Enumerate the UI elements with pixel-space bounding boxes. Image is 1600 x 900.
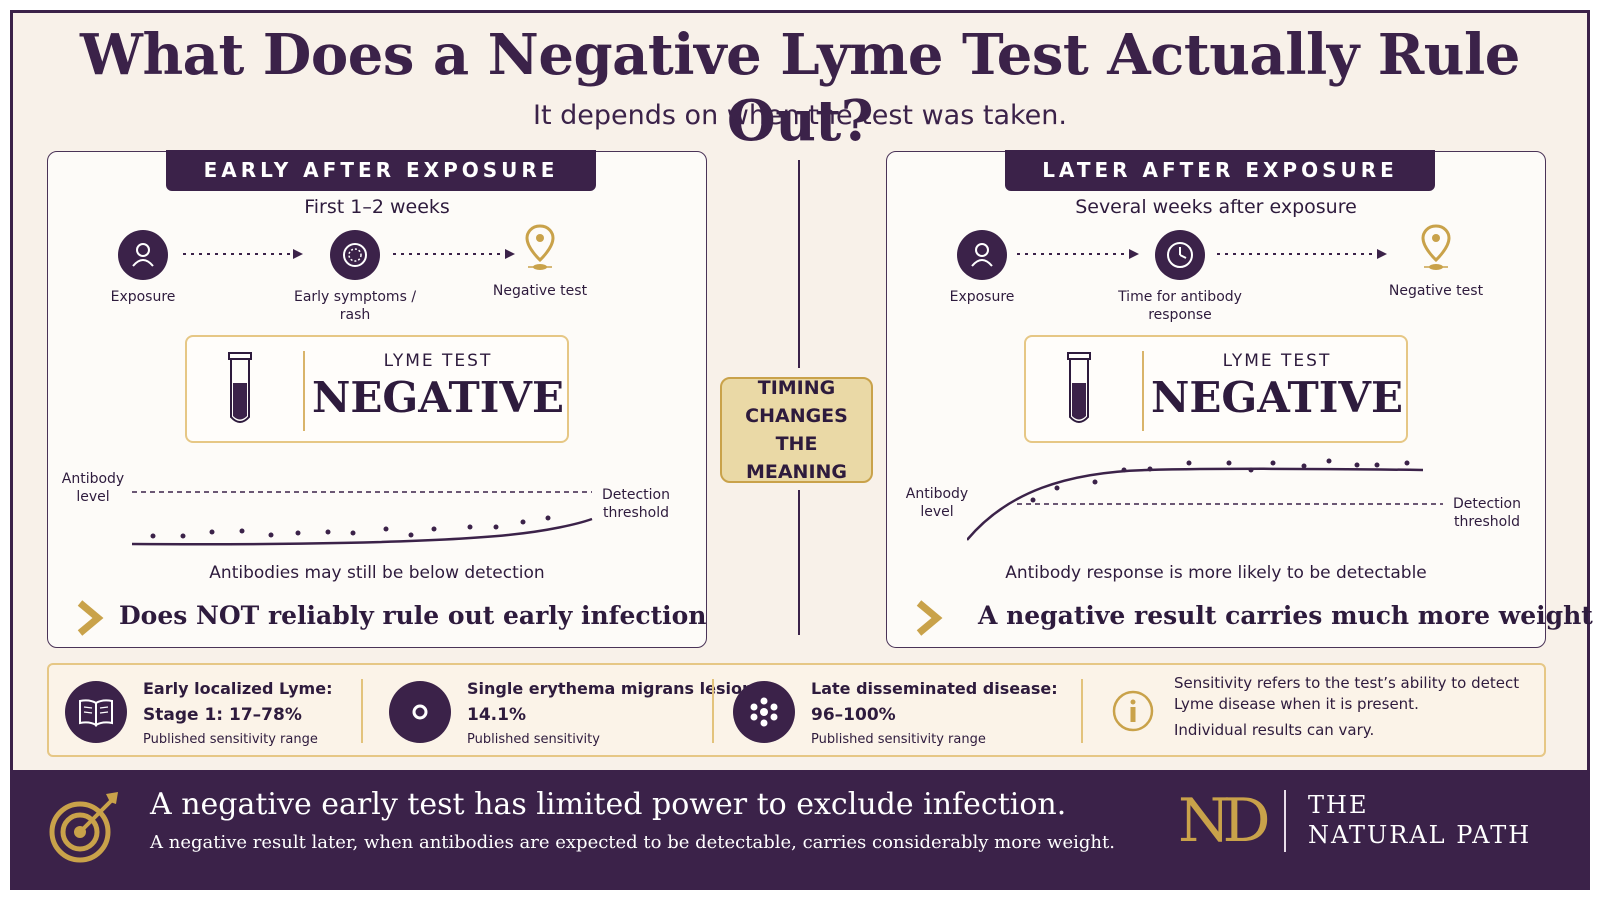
brand-name: THE NATURAL PATH xyxy=(1308,790,1531,850)
chart-y-label: Antibody level xyxy=(61,471,125,505)
step-negative-test: Negative test xyxy=(485,224,595,300)
brand-logo-mark: ND xyxy=(1178,786,1271,856)
step-negative-test: Negative test xyxy=(1381,224,1491,300)
rash-icon xyxy=(330,230,380,280)
page-title: What Does a Negative Lyme Test Actually … xyxy=(80,22,1520,154)
stat-separator xyxy=(712,679,714,743)
antibody-chart-early xyxy=(131,491,593,546)
timing-badge: TIMING CHANGES THE MEANING xyxy=(720,377,873,483)
early-timeframe: First 1–2 weeks xyxy=(304,196,450,218)
early-panel-heading: EARLY AFTER EXPOSURE xyxy=(166,150,596,191)
chevron-right-icon xyxy=(77,600,104,636)
step-antibody-time: Time for antibody response xyxy=(1105,230,1255,324)
test-label: LYME TEST xyxy=(1222,351,1332,371)
stat-value: Stage 1: 17–78% xyxy=(143,705,302,725)
later-panel-heading: LATER AFTER EXPOSURE xyxy=(1005,150,1435,191)
card-divider xyxy=(303,351,305,431)
clock-icon xyxy=(1155,230,1205,280)
step-exposure: Exposure xyxy=(88,230,198,306)
early-exposure-panel: EARLY AFTER EXPOSURE First 1–2 weeks Exp… xyxy=(47,150,707,648)
step-label: Exposure xyxy=(949,289,1015,305)
chart-y-label: Antibody level xyxy=(905,486,969,520)
timing-line: TIMING xyxy=(757,377,836,399)
step-early-symptoms: Early symptoms / rash xyxy=(280,230,430,324)
chart-caption: Antibody response is more likely to be d… xyxy=(1005,563,1427,583)
later-exposure-panel: LATER AFTER EXPOSURE Several weeks after… xyxy=(886,150,1593,648)
lyme-test-card: LYME TEST NEGATIVE xyxy=(185,335,569,443)
step-exposure: Exposure xyxy=(927,230,1037,306)
stat-note: Published sensitivity range xyxy=(811,732,986,747)
cells-icon xyxy=(733,681,795,743)
stat-note: Published sensitivity xyxy=(467,732,600,747)
test-label: LYME TEST xyxy=(383,351,493,371)
step-label: Early symptoms / rash xyxy=(293,289,417,323)
step-label: Negative test xyxy=(1388,283,1484,299)
stat-title: Single erythema migrans lesion: xyxy=(467,679,760,698)
stat-separator xyxy=(361,679,363,743)
dotted-arrow-icon xyxy=(393,249,515,259)
sensitivity-stats-bar: Early localized Lyme: Stage 1: 17–78% Pu… xyxy=(47,663,1546,757)
dotted-arrow-icon xyxy=(183,249,303,259)
dotted-arrow-icon xyxy=(1017,249,1139,259)
person-icon xyxy=(957,230,1007,280)
antibody-curve xyxy=(967,467,1424,541)
step-label: Exposure xyxy=(110,289,176,305)
stat-title: Late disseminated disease: xyxy=(811,679,1058,698)
dotted-arrow-icon xyxy=(1217,249,1387,259)
stat-separator xyxy=(1081,679,1083,743)
stat-early-localized: Early localized Lyme: Stage 1: 17–78% Pu… xyxy=(65,665,365,759)
page-subtitle: It depends on when the test was taken. xyxy=(533,100,1067,131)
stat-single-lesion: Single erythema migrans lesion: 14.1% Pu… xyxy=(389,665,760,759)
step-label: Time for antibody response xyxy=(1118,289,1242,323)
timing-line: CHANGES xyxy=(745,405,848,427)
banner-subtext: A negative result later, when antibodies… xyxy=(150,832,1115,853)
target-icon xyxy=(49,792,118,863)
location-pin-icon xyxy=(1421,224,1451,270)
test-result: NEGATIVE xyxy=(1150,373,1404,422)
stat-late-disseminated: Late disseminated disease: 96–100% Publi… xyxy=(733,665,1063,759)
chart-threshold-label: Detection threshold xyxy=(1452,496,1521,530)
antibody-dots xyxy=(150,515,551,539)
lesion-icon xyxy=(389,681,451,743)
antibody-chart-later xyxy=(967,458,1443,541)
later-timeframe: Several weeks after exposure xyxy=(1075,196,1357,218)
chart-caption: Antibodies may still be below detection xyxy=(209,563,545,583)
center-divider-top xyxy=(798,160,800,368)
stat-note: Published sensitivity range xyxy=(143,732,318,747)
stat-value: 96–100% xyxy=(811,705,896,725)
antibody-curve xyxy=(131,517,593,546)
location-pin-icon xyxy=(525,224,555,270)
stat-value: 14.1% xyxy=(467,705,526,725)
logo-divider xyxy=(1284,790,1286,852)
person-icon xyxy=(118,230,168,280)
chart-threshold-label: Detection threshold xyxy=(601,487,670,521)
info-icon xyxy=(1112,690,1154,732)
test-result: NEGATIVE xyxy=(311,373,565,422)
bottom-banner: A negative early test has limited power … xyxy=(10,770,1590,890)
info-text-line: Individual results can vary. xyxy=(1174,721,1375,739)
brand-name-line: NATURAL PATH xyxy=(1308,821,1532,849)
info-text-line: Lyme disease when it is present. xyxy=(1174,695,1419,713)
center-divider-bottom xyxy=(798,490,800,635)
antibody-dots xyxy=(1030,458,1410,503)
step-label: Negative test xyxy=(492,283,588,299)
lyme-test-card: LYME TEST NEGATIVE xyxy=(1024,335,1408,443)
timing-line: THE MEANING xyxy=(745,433,848,483)
card-divider xyxy=(1142,351,1144,431)
stat-title: Early localized Lyme: xyxy=(143,679,333,698)
info-text-line: Sensitivity refers to the test’s ability… xyxy=(1174,674,1520,692)
later-conclusion: A negative result carries much more weig… xyxy=(978,601,1593,630)
banner-headline: A negative early test has limited power … xyxy=(150,787,1067,822)
early-conclusion: Does NOT reliably rule out early infecti… xyxy=(119,601,707,630)
book-icon xyxy=(65,681,127,743)
test-tube-icon xyxy=(228,352,252,423)
chevron-right-icon xyxy=(916,600,943,636)
test-tube-icon xyxy=(1067,352,1091,423)
brand-name-line: THE xyxy=(1308,791,1369,819)
